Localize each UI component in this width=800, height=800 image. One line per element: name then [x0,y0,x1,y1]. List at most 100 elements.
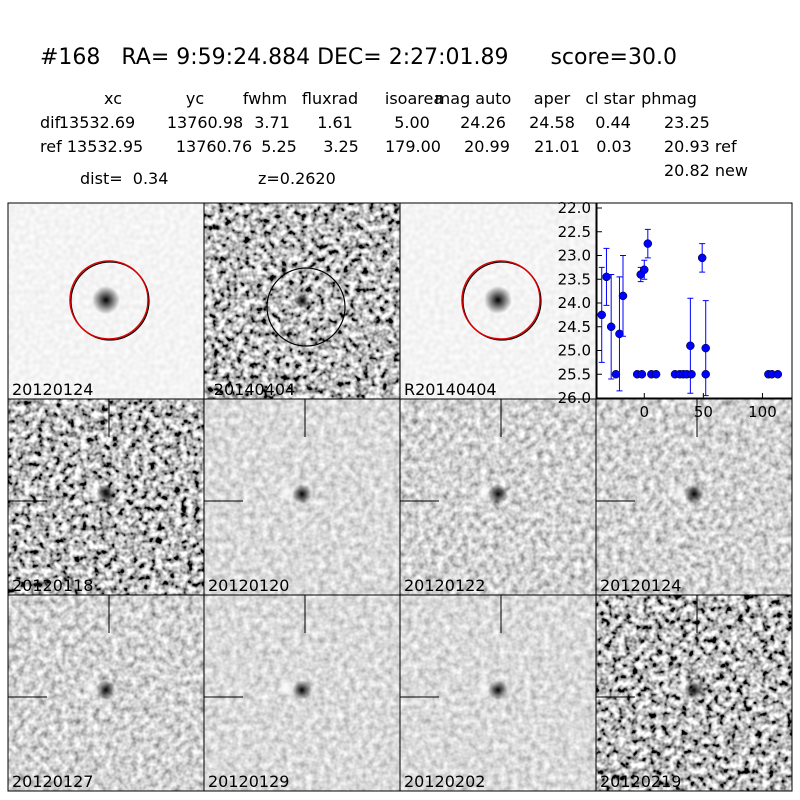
row-label: dif [40,113,61,132]
aperture [266,267,346,347]
table-extra: 20.82 new [664,161,748,180]
image-panel: R20140404 [399,202,597,400]
source [484,286,512,314]
row-label: ref [40,137,62,156]
cell: 20.93 ref [664,137,737,156]
point [686,341,695,350]
aperture [70,261,150,341]
aperture [69,260,149,340]
panels: 20120124 -20140404 R20140404 20120118 201201… [7,202,793,792]
cell: 20.99 [464,137,510,156]
cell: 5.25 [261,137,297,156]
cell: 13532.95 [67,137,143,156]
cell: 13760.98 [167,113,243,132]
point [640,265,649,274]
point [651,370,661,379]
plot-area [596,202,793,399]
panel-label: R20140404 [404,380,497,399]
residual-negative [96,484,116,504]
point [637,370,647,379]
y-tick-label: 25.5 [558,365,591,383]
point [597,310,606,320]
residual-negative [488,484,508,504]
cell: 24.58 [529,113,575,132]
residual-negative [684,484,704,504]
panel-border [595,594,793,792]
x-tick-label: 100 [748,403,777,421]
panel-label: -20140404 [208,380,295,399]
image-panel: 20120127 [7,594,205,792]
image-panel: 20120202 [399,594,597,792]
panel-label: 20120122 [404,576,485,595]
image-panel: 20120124 [7,202,205,400]
title: #168 RA= 9:59:24.884 DEC= 2:27:01.89 sco… [40,45,677,70]
residual-negative [292,680,312,700]
panel-label: 20120219 [600,772,681,791]
column-header: aper [534,89,571,108]
residual-negative [488,680,508,700]
image-panel: 20120122 [399,398,597,596]
point [773,370,783,379]
point [611,370,621,379]
column-header: yc [186,89,204,108]
image-panel: 20120129 [203,594,401,792]
x-tick-label: 50 [694,403,713,421]
column-header: cl star [585,89,635,108]
cell: 0.03 [596,137,632,156]
y-tick-label: 22.0 [558,199,591,217]
residual-negative [684,680,704,700]
cell: 0.44 [595,113,631,132]
y-tick-label: 22.5 [558,223,591,241]
residual-negative [292,484,312,504]
y-tick-label: 23.0 [558,247,591,265]
image-panel: 20120120 [203,398,401,596]
cell: 179.00 [385,137,441,156]
image-panel: -20140404 [203,202,401,400]
column-header: phmag [641,89,697,108]
source [294,293,310,309]
light-curve: 22.0 22.5 23.0 23.5 24.0 24.5 25.0 25.5 26.0 0 50 1… [558,199,793,421]
column-header: isoarea [385,89,443,108]
column-header: fluxrad [302,89,358,108]
y-tick-label: 23.5 [558,270,591,288]
panel-label: 20120124 [600,576,681,595]
panel-label: 20120202 [404,772,485,791]
dist: dist= 0.34 [80,169,168,188]
redshift: z=0.2620 [258,169,336,188]
cell: 13532.69 [59,113,135,132]
residual-negative [96,680,116,700]
cell: 13760.76 [176,137,252,156]
point [643,239,653,248]
image-panel: 20120219 [595,594,793,792]
y-tick-label: 24.0 [558,294,591,312]
column-header: mag auto [435,89,512,108]
panel-label: 20120118 [12,576,93,595]
panel-label: 20120129 [208,772,289,791]
aperture [462,261,542,341]
point [606,322,616,331]
y-tick-label: 26.0 [558,389,591,407]
cell: 5.00 [394,113,430,132]
panel-label: 20120120 [208,576,289,595]
point [618,291,628,301]
x-tick-label: 0 [639,403,649,421]
image-panel: 20120124 [595,398,793,596]
source [92,286,120,314]
cell: 1.61 [317,113,353,132]
panel-label: 20120127 [12,772,93,791]
point [701,343,710,353]
cell: 21.01 [534,137,580,156]
cell: 3.25 [323,137,359,156]
point [687,370,696,379]
cell: 3.71 [254,113,290,132]
column-header: fwhm [243,89,287,108]
image-panel: 20120118 [7,398,205,596]
cell: 24.26 [460,113,506,132]
y-tick-label: 25.0 [558,342,591,360]
panel-label: 20120124 [12,380,93,399]
y-tick-label: 24.5 [558,318,591,336]
cell: 23.25 [664,113,710,132]
